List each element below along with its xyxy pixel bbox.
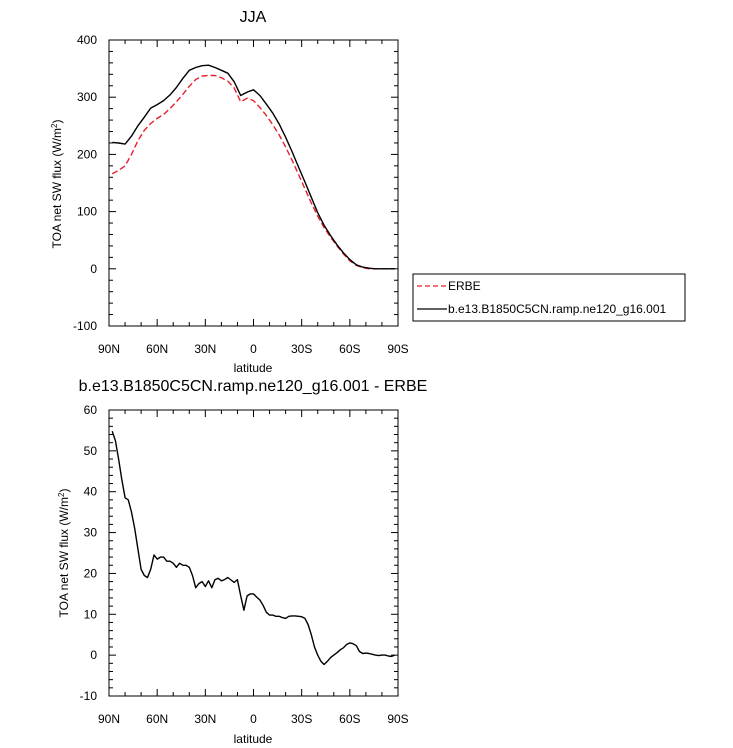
legend-label-model: b.e13.B1850C5CN.ramp.ne120_g16.001 xyxy=(448,302,666,316)
top-ytick-label: -100 xyxy=(73,319,97,333)
top-plot-frame xyxy=(108,39,399,327)
top-ytick-label: 0 xyxy=(90,262,97,276)
top-xtick-label: 90N xyxy=(98,342,120,356)
top-xtick-label: 30S xyxy=(291,342,312,356)
top-series-erbe-line xyxy=(111,74,395,270)
bottom-chart-title: b.e13.B1850C5CN.ramp.ne120_g16.001 - ERB… xyxy=(79,378,428,395)
bottom-ytick-label: -10 xyxy=(80,689,98,703)
bottom-xtick-label: 0 xyxy=(250,712,257,726)
top-ytick-label: 200 xyxy=(77,147,97,161)
top-xtick-label: 90S xyxy=(387,342,408,356)
top-y-axis: -100 0 100 200 300 400 xyxy=(73,33,398,333)
top-xtick-label: 60N xyxy=(146,342,168,356)
bottom-xtick-label: 60S xyxy=(339,712,360,726)
bottom-xtick-label: 60N xyxy=(146,712,168,726)
top-xtick-label: 0 xyxy=(250,342,257,356)
top-ytick-label: 300 xyxy=(77,90,97,104)
bottom-ytick-label: 10 xyxy=(84,607,98,621)
legend-label-erbe: ERBE xyxy=(448,279,481,293)
bottom-y-axis: -10 0 10 20 30 40 50 60 xyxy=(80,403,398,703)
bottom-ytick-label: 30 xyxy=(84,526,98,540)
top-chart-title: JJA xyxy=(240,9,267,26)
top-xtick-label: 30N xyxy=(194,342,216,356)
top-ytick-label: 100 xyxy=(77,205,97,219)
chart-bottom: b.e13.B1850C5CN.ramp.ne120_g16.001 - ERB… xyxy=(57,378,428,746)
bottom-xtick-label: 90N xyxy=(98,712,120,726)
bottom-xtick-label: 30N xyxy=(194,712,216,726)
legend-box xyxy=(412,273,686,322)
bottom-ytick-label: 20 xyxy=(84,566,98,580)
bottom-x-axis-label: latitude xyxy=(234,732,273,746)
top-xtick-label: 60S xyxy=(339,342,360,356)
bottom-ytick-label: 40 xyxy=(84,485,98,499)
bottom-xtick-label: 30S xyxy=(291,712,312,726)
bottom-ytick-label: 0 xyxy=(90,648,97,662)
bottom-ytick-label: 60 xyxy=(84,403,98,417)
legend: ERBE b.e13.B1850C5CN.ramp.ne120_g16.001 xyxy=(412,273,686,322)
bottom-plot-area xyxy=(108,409,399,697)
top-plot-area xyxy=(108,39,399,327)
bottom-series-difference-line xyxy=(111,430,396,666)
top-series-model-line xyxy=(112,64,395,270)
bottom-x-axis: 90N 60N 30N 0 30S 60S 90S xyxy=(98,410,409,726)
bottom-y-axis-label: TOA net SW flux (W/m2) xyxy=(57,489,72,618)
bottom-plot-frame xyxy=(108,409,399,697)
top-x-axis-label: latitude xyxy=(234,361,273,375)
top-y-axis-label: TOA net SW flux (W/m2) xyxy=(50,120,65,249)
top-ytick-label: 400 xyxy=(77,33,97,47)
bottom-ytick-label: 50 xyxy=(84,444,98,458)
bottom-xtick-label: 90S xyxy=(387,712,408,726)
top-x-axis: 90N 60N 30N 0 30S 60S 90S xyxy=(98,40,409,356)
